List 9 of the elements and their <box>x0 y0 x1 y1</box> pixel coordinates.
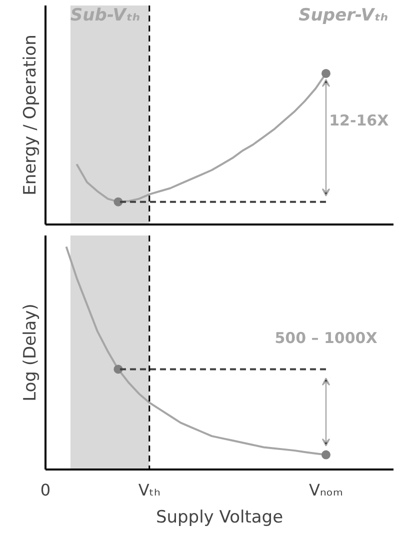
x-axis-title: Supply Voltage <box>156 508 284 528</box>
annotation: 12-16X <box>329 111 390 130</box>
annotation: 500 – 1000X <box>274 328 378 347</box>
y-axis-title: Energy / Operation <box>20 34 40 196</box>
x-tick-label: Vₜₕ <box>138 480 160 500</box>
x-tick-label: 0 <box>40 480 51 500</box>
x-tick-label: Vₙₒₘ <box>309 480 343 500</box>
y-axis-title: Log (Delay) <box>20 304 40 402</box>
text: Super-Vₜₕ <box>298 6 389 26</box>
